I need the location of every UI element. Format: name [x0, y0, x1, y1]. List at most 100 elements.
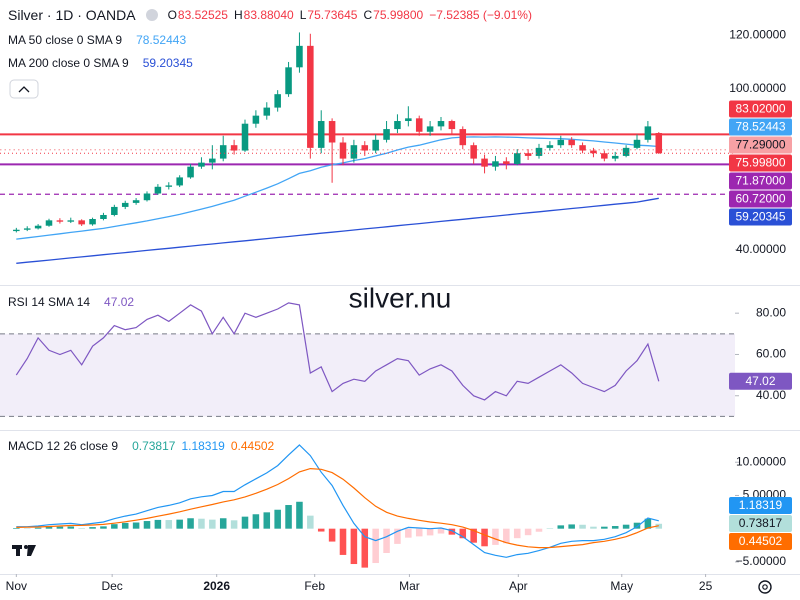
candle-body	[219, 145, 227, 159]
price-badge	[729, 190, 792, 208]
candle-body	[198, 162, 205, 167]
candle-body	[372, 139, 379, 151]
ma-name: MA 50 close 0 SMA 9	[8, 33, 123, 47]
candle-body	[111, 206, 118, 215]
histogram-bar	[165, 520, 173, 529]
ma-value: 78.52443	[136, 33, 187, 47]
histogram-bar	[13, 528, 20, 529]
histogram-bar	[448, 528, 456, 535]
price-badge	[729, 100, 792, 118]
histogram-bar	[296, 501, 303, 529]
ohlc-value: 75.73645	[307, 8, 358, 22]
histogram-bar	[263, 512, 271, 529]
candle-body	[459, 129, 467, 146]
candle-body	[524, 153, 532, 156]
histogram-bar	[132, 522, 140, 529]
price-badge	[729, 172, 792, 190]
price-badge	[729, 496, 792, 514]
ohlc-label: L	[299, 8, 307, 22]
histogram-bar	[176, 519, 183, 529]
y-tick-label: 60.00	[756, 347, 786, 361]
candle-body	[132, 200, 140, 203]
candle-body	[241, 123, 249, 151]
price-badge-label: 0.73817	[739, 516, 783, 530]
candle-body	[601, 153, 608, 159]
histogram-bar	[317, 528, 325, 532]
histogram-bar	[470, 528, 477, 543]
price-badge-label: 77.29000	[735, 138, 785, 152]
rsi-band	[0, 333, 735, 417]
rsi-title: RSI 14 SMA 14	[8, 295, 91, 309]
ma-legend: MA 200 close 0 SMA 9 59.20345	[8, 56, 193, 70]
histogram-bar	[492, 528, 499, 545]
y-tick-label: −5.00000	[736, 554, 787, 568]
price-badge	[729, 532, 792, 550]
candle-body	[644, 126, 652, 140]
histogram-bar	[415, 528, 423, 537]
candle-body	[546, 145, 554, 148]
histogram-bar	[34, 527, 42, 529]
histogram-bar	[622, 524, 630, 529]
histogram-bar	[209, 519, 216, 529]
histogram-bar	[405, 528, 412, 538]
histogram-bar	[154, 519, 162, 529]
candle-body	[23, 228, 31, 230]
candle-body	[394, 121, 401, 130]
histogram-bar	[590, 526, 597, 529]
x-tick-label: May	[610, 579, 633, 593]
candle-body	[481, 158, 488, 167]
candle-body	[67, 220, 75, 222]
candle-body	[339, 142, 347, 159]
price-badge	[729, 118, 792, 136]
candle-body	[296, 45, 303, 68]
candle-body	[34, 225, 42, 229]
candle-body	[405, 118, 412, 122]
candle-body	[121, 202, 129, 207]
macd-legend: MACD 12 26 close 9 0.73817 1.18319 0.44502	[8, 439, 274, 453]
histogram-bar	[633, 522, 641, 529]
histogram-bar	[394, 528, 401, 544]
price-badge	[729, 208, 792, 226]
x-tick-label: 2026	[203, 579, 230, 593]
rsi-value: 47.02	[104, 295, 135, 309]
histogram-bar	[611, 526, 619, 529]
candle-body	[328, 121, 336, 143]
histogram-bar	[56, 526, 64, 529]
candle-body	[535, 147, 543, 156]
price-badge	[729, 514, 792, 532]
histogram-bar	[111, 524, 118, 529]
macd-value: 0.44502	[230, 439, 275, 453]
candle-body	[78, 220, 85, 225]
histogram-bar	[78, 528, 85, 529]
ohlc-label: C	[363, 8, 373, 22]
candle-body	[13, 229, 20, 232]
histogram-bar	[437, 528, 445, 534]
histogram-bar	[252, 514, 260, 529]
candle-body	[448, 121, 456, 130]
histogram-bar	[557, 525, 565, 529]
x-tick-label: Feb	[304, 579, 325, 593]
histogram-bar	[230, 520, 238, 529]
x-tick-label: 25	[699, 579, 713, 593]
candle-body	[307, 45, 314, 148]
symbol-title: Silver · 1D · OANDA	[8, 7, 136, 23]
ma-value: 59.20345	[142, 56, 193, 70]
settings-icon[interactable]	[758, 580, 772, 594]
price-badge-label: 71.87000	[735, 174, 785, 188]
y-tick-label: 120.00000	[729, 27, 786, 41]
collapse-button[interactable]	[9, 79, 39, 99]
price-badge-label: 60.72000	[735, 192, 785, 206]
price-change: −7.52385 (−9.01%)	[429, 8, 532, 22]
price-badge	[729, 154, 792, 172]
candle-body	[252, 115, 260, 124]
moving-average	[16, 136, 659, 240]
y-tick-label: 100.00000	[729, 81, 786, 95]
histogram-bar	[23, 528, 31, 529]
histogram-bar	[459, 528, 467, 539]
ohlc-label: H	[233, 8, 243, 22]
x-tick-label: Mar	[399, 579, 420, 593]
y-tick-label: 80.00	[756, 305, 786, 319]
y-tick-label: 10.00000	[736, 454, 786, 468]
histogram-bar	[307, 515, 314, 529]
